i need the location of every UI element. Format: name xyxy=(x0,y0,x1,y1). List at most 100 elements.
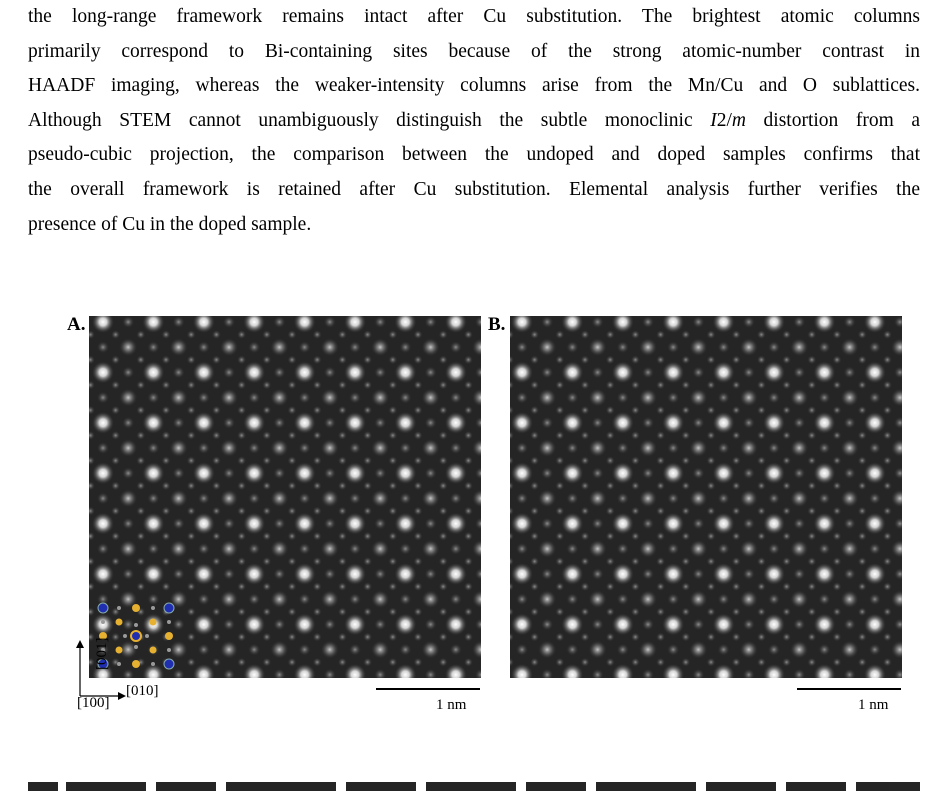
atomic-column xyxy=(223,416,235,429)
atomic-column xyxy=(223,366,235,379)
atomic-column xyxy=(97,341,109,354)
atomic-column xyxy=(712,663,735,678)
atomic-column xyxy=(413,405,423,415)
atomic-column xyxy=(97,492,109,505)
atomic-column xyxy=(712,462,735,485)
atomic-column xyxy=(611,316,634,333)
atomic-column xyxy=(237,506,247,516)
atomic-column xyxy=(840,640,859,659)
atomic-column xyxy=(449,391,462,404)
atomic-column xyxy=(371,388,390,407)
atomic-column xyxy=(731,405,741,415)
atomic-column xyxy=(320,590,339,609)
atomic-column xyxy=(220,489,238,508)
atomic-column xyxy=(588,539,607,558)
atomic-column xyxy=(161,430,171,440)
atomic-column xyxy=(111,405,121,415)
atomic-column xyxy=(891,388,902,407)
atomic-column xyxy=(782,380,792,390)
atomic-column xyxy=(857,481,867,491)
atomic-column xyxy=(142,663,165,678)
atomic-column xyxy=(832,582,842,592)
atomic-column xyxy=(742,467,755,480)
atomic-column xyxy=(323,416,336,429)
atomic-column xyxy=(605,380,615,390)
atomic-column xyxy=(793,366,806,379)
atomic-column xyxy=(363,481,373,491)
atomic-column xyxy=(510,607,514,617)
atomic-column xyxy=(223,517,235,530)
atomic-column xyxy=(611,361,634,384)
atomic-column xyxy=(192,563,215,585)
atomic-column xyxy=(243,411,266,434)
atomic-column xyxy=(840,489,859,508)
atomic-column xyxy=(320,539,339,558)
atomic-column xyxy=(262,556,272,566)
atomic-column xyxy=(768,442,780,454)
atomic-column xyxy=(580,632,590,642)
atomic-column xyxy=(220,439,238,457)
atomic-column xyxy=(813,361,836,384)
atomic-column xyxy=(891,439,902,457)
atomic-column xyxy=(161,481,171,491)
panel-b-label: B. xyxy=(488,314,506,335)
atomic-column xyxy=(882,556,892,566)
atomic-column xyxy=(136,430,146,440)
atomic-column xyxy=(763,663,785,678)
atomic-column xyxy=(421,338,440,357)
atomic-column xyxy=(293,563,316,585)
atomic-column xyxy=(588,338,607,357)
atomic-column xyxy=(605,355,615,365)
atomic-column xyxy=(136,506,146,516)
atomic-column xyxy=(818,391,831,404)
atomic-column xyxy=(530,380,540,390)
atomic-column xyxy=(312,330,322,340)
atomic-column xyxy=(273,416,286,429)
atomic-column xyxy=(667,542,680,555)
atomic-column xyxy=(712,563,735,585)
atomic-column xyxy=(394,512,417,535)
atomic-column xyxy=(642,618,654,631)
atomic-column xyxy=(756,430,766,440)
atomic-column xyxy=(807,531,817,541)
atomic-column xyxy=(882,456,892,466)
atomic-column xyxy=(807,556,817,566)
atomic-column xyxy=(463,506,473,516)
atomic-column xyxy=(566,542,579,555)
atomic-column xyxy=(793,618,806,631)
atomic-column xyxy=(463,405,473,415)
atomic-column xyxy=(756,456,766,466)
atomic-column xyxy=(756,355,766,365)
atomic-column xyxy=(262,430,272,440)
stem-image-undoped xyxy=(89,316,481,678)
atomic-column xyxy=(807,582,817,592)
atomic-column xyxy=(197,593,210,606)
atomic-column xyxy=(739,640,758,659)
atomic-column xyxy=(363,657,373,667)
atomic-column xyxy=(363,632,373,642)
haadf-lattice xyxy=(510,316,902,678)
atomic-column xyxy=(136,582,146,592)
atomic-column xyxy=(832,632,842,642)
atomic-column xyxy=(731,657,741,667)
atomic-column xyxy=(656,506,666,516)
atomic-column xyxy=(89,481,95,491)
atomic-column xyxy=(832,456,842,466)
atomic-column xyxy=(857,355,867,365)
atomic-column xyxy=(868,391,881,404)
atomic-column xyxy=(111,355,121,365)
atomic-column xyxy=(656,380,666,390)
atomic-column xyxy=(689,338,708,357)
atomic-column xyxy=(832,531,842,541)
atomic-column xyxy=(739,439,758,457)
atomic-column xyxy=(793,517,806,530)
atomic-column xyxy=(832,506,842,516)
atomic-column xyxy=(656,607,666,617)
atomic-column xyxy=(591,366,604,379)
atomic-column xyxy=(717,341,730,354)
atomic-column xyxy=(742,568,755,580)
atomic-column xyxy=(323,668,336,678)
atomic-column xyxy=(211,632,221,642)
atomic-column xyxy=(882,582,892,592)
atomic-column xyxy=(438,582,448,592)
